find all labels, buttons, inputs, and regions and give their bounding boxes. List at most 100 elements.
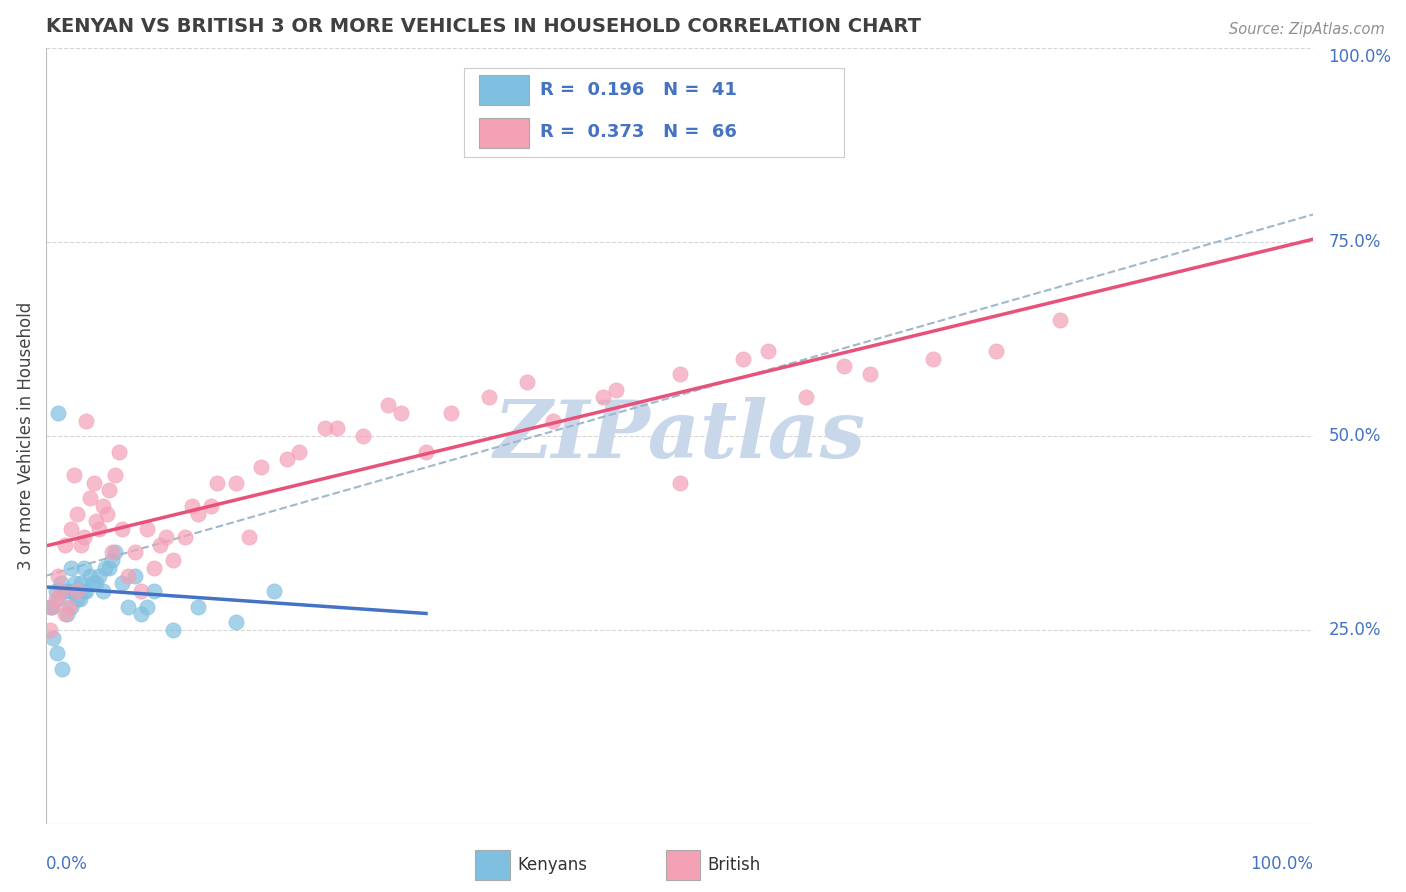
Text: 25.0%: 25.0% [1329, 621, 1381, 639]
Point [66, 584, 89, 599]
Point [48, 568, 70, 582]
Point [478, 390, 501, 404]
Point [541, 413, 564, 427]
Point [415, 444, 437, 458]
Point [62, 467, 84, 482]
Point [53, 607, 76, 622]
Point [104, 545, 127, 559]
Point [592, 390, 614, 404]
Point [51, 662, 73, 676]
Point [49, 584, 72, 599]
Point [314, 421, 336, 435]
Point [38, 623, 60, 637]
Point [129, 607, 152, 622]
Point [108, 444, 131, 458]
Point [288, 444, 311, 458]
Point [986, 343, 1008, 358]
Point [124, 568, 146, 582]
Point [87, 522, 110, 536]
Text: 100.0%: 100.0% [1250, 855, 1313, 873]
Point [859, 367, 882, 381]
Point [756, 343, 779, 358]
Point [238, 530, 260, 544]
Point [66, 591, 89, 606]
Point [100, 545, 122, 559]
Point [98, 561, 121, 575]
Point [205, 475, 228, 490]
Point [250, 460, 273, 475]
Point [41, 599, 63, 614]
Point [58, 584, 80, 599]
Text: 75.0%: 75.0% [1329, 233, 1381, 252]
Point [98, 483, 121, 498]
Point [142, 584, 165, 599]
Point [922, 351, 945, 366]
Point [668, 367, 690, 381]
Point [86, 576, 108, 591]
Point [516, 375, 538, 389]
Point [48, 406, 70, 420]
Point [1049, 312, 1071, 326]
Point [605, 383, 627, 397]
Point [155, 530, 177, 544]
Point [187, 599, 209, 614]
Point [66, 507, 89, 521]
Point [45, 591, 67, 606]
Point [187, 507, 209, 521]
Point [60, 522, 83, 536]
Point [70, 576, 93, 591]
Point [87, 568, 110, 582]
Point [69, 591, 91, 606]
Point [225, 475, 247, 490]
Y-axis label: 3 or more Vehicles in Household: 3 or more Vehicles in Household [17, 302, 35, 570]
Point [60, 561, 83, 575]
Point [377, 398, 399, 412]
Text: 100.0%: 100.0% [1329, 48, 1392, 66]
Point [45, 584, 67, 599]
Point [75, 413, 97, 427]
Point [731, 351, 754, 366]
Point [58, 599, 80, 614]
Point [668, 475, 690, 490]
Point [832, 359, 855, 374]
Point [104, 467, 127, 482]
Point [162, 553, 184, 567]
Point [83, 475, 105, 490]
Point [129, 584, 152, 599]
Point [117, 599, 139, 614]
Text: 0.0%: 0.0% [46, 855, 87, 873]
Text: ZIPatlas: ZIPatlas [494, 397, 866, 475]
Point [149, 538, 172, 552]
Point [180, 499, 202, 513]
Point [111, 522, 134, 536]
Text: Source: ZipAtlas.com: Source: ZipAtlas.com [1229, 22, 1385, 37]
Point [41, 599, 63, 614]
Point [75, 584, 97, 599]
Point [56, 607, 79, 622]
Point [60, 599, 83, 614]
Point [117, 568, 139, 582]
Point [389, 406, 412, 420]
Point [136, 599, 159, 614]
Point [79, 491, 101, 505]
Point [162, 623, 184, 637]
Point [48, 591, 70, 606]
Point [38, 599, 60, 614]
Point [263, 584, 285, 599]
Point [200, 499, 222, 513]
Point [53, 538, 76, 552]
Point [73, 561, 96, 575]
Point [70, 538, 93, 552]
Text: KENYAN VS BRITISH 3 OR MORE VEHICLES IN HOUSEHOLD CORRELATION CHART: KENYAN VS BRITISH 3 OR MORE VEHICLES IN … [46, 17, 921, 36]
Point [79, 568, 101, 582]
Point [352, 429, 374, 443]
Point [53, 584, 76, 599]
Point [142, 561, 165, 575]
Point [42, 631, 65, 645]
Point [49, 576, 72, 591]
Point [73, 584, 96, 599]
Point [46, 646, 69, 660]
Point [82, 576, 104, 591]
Point [174, 530, 197, 544]
Point [326, 421, 349, 435]
